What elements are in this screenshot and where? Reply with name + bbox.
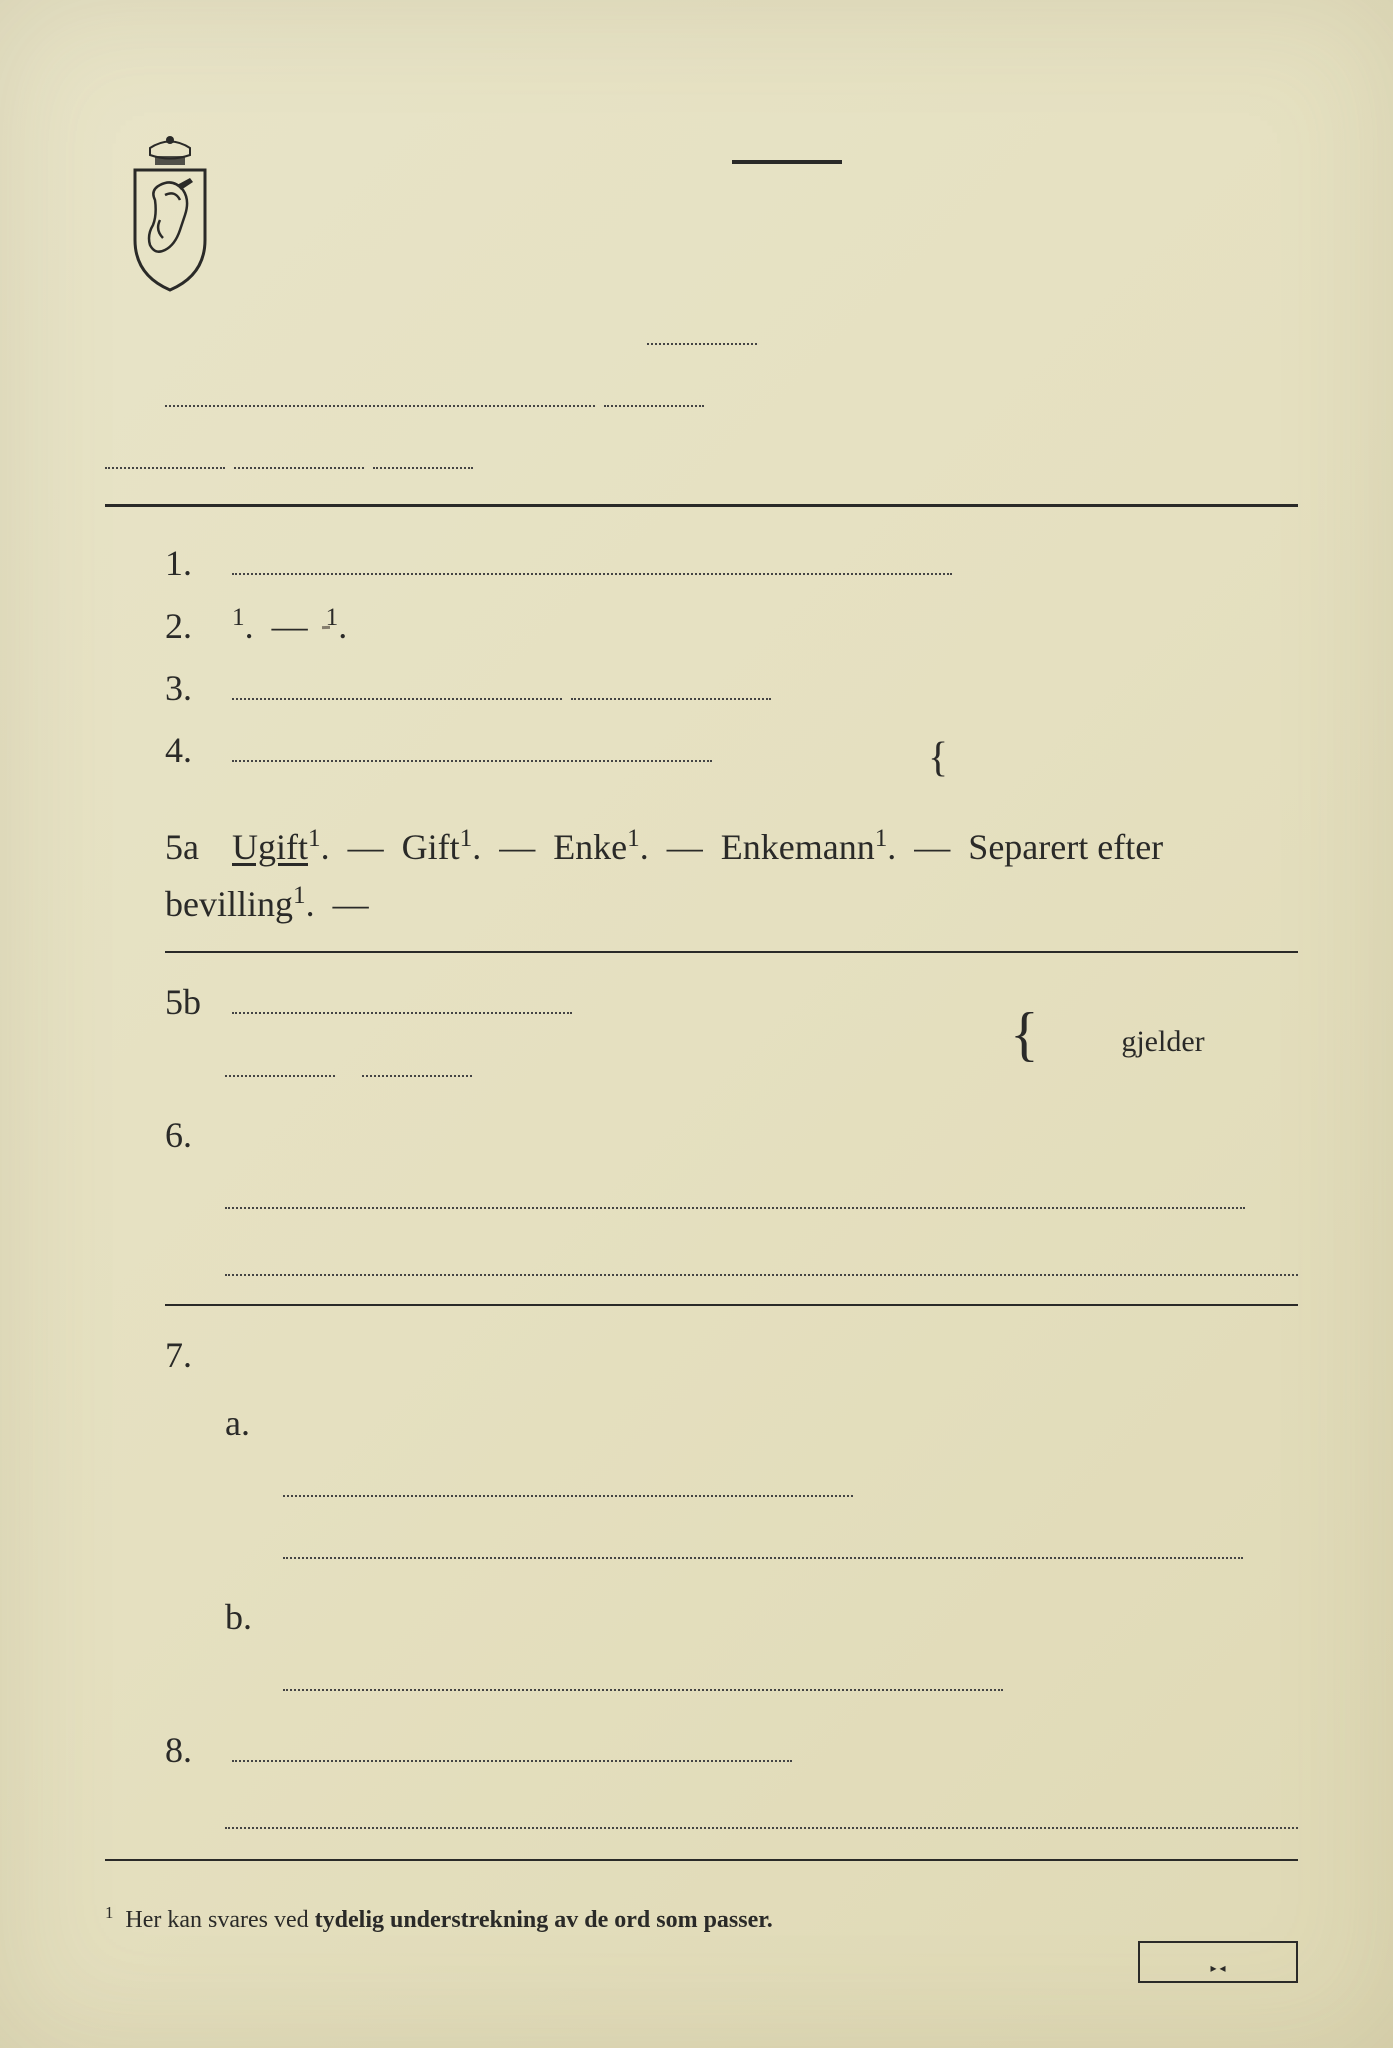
divider [732, 160, 842, 164]
q7b-line2 [105, 1652, 1298, 1708]
herred-line [105, 367, 1298, 423]
skjema-line [105, 305, 1298, 361]
q5a-line: 5a Ugift1. — Gift1. — Enke1. — Enkemann1… [105, 819, 1298, 933]
q7a-line3 [105, 1520, 1298, 1576]
q7a-line2 [105, 1457, 1298, 1513]
q3-line: 3. [105, 660, 1298, 716]
title-block [275, 130, 1298, 192]
q-number: 2. [165, 599, 223, 655]
header [105, 130, 1298, 295]
q-number: 1. [165, 536, 223, 592]
printer-stamp: ▸ ◂ [1138, 1941, 1298, 1983]
divider [165, 951, 1298, 953]
q7b-line1: b. [105, 1590, 1298, 1646]
q-number: 8. [165, 1723, 223, 1779]
q-number: 3. [165, 661, 223, 717]
q4-note: { [928, 727, 1298, 822]
q2-line: 2. 1. — 1. [105, 598, 1298, 655]
ugift-underlined: Ugift [232, 827, 308, 867]
divider [105, 1859, 1298, 1861]
q5b-line2 [105, 1037, 1298, 1093]
q-number: 5a [165, 820, 223, 876]
q-number: 5b [165, 975, 223, 1031]
q7-line: 7. [105, 1328, 1298, 1384]
blank-line [225, 1274, 1298, 1276]
q4-line: 4. { [105, 723, 1298, 779]
q-number: 4. [165, 723, 223, 779]
q-letter: b. [225, 1590, 283, 1646]
q8-line: 8. [105, 1722, 1298, 1778]
divider [105, 504, 1298, 507]
q-number: 7. [165, 1328, 223, 1384]
q-letter: a. [225, 1396, 283, 1452]
q1-line: 1. [105, 535, 1298, 591]
q6-value-line [105, 1169, 1298, 1225]
divider [165, 1304, 1298, 1306]
census-form-page: 1. 2. 1. — 1. 3. 4. { 5a Ugift1. — Gift1… [0, 0, 1393, 2048]
footnote-rule: 1 Her kan svares ved tydelig understrekn… [105, 1903, 1298, 1934]
blank-line [225, 1827, 1298, 1829]
coat-of-arms-icon [105, 130, 235, 295]
husliste-line [105, 430, 1298, 486]
q-number: 6. [165, 1108, 223, 1164]
q6-line: 6. [105, 1108, 1298, 1164]
q5b-line1: 5b { gjelder [105, 975, 1298, 1031]
q7a-line1: a. [105, 1396, 1298, 1452]
